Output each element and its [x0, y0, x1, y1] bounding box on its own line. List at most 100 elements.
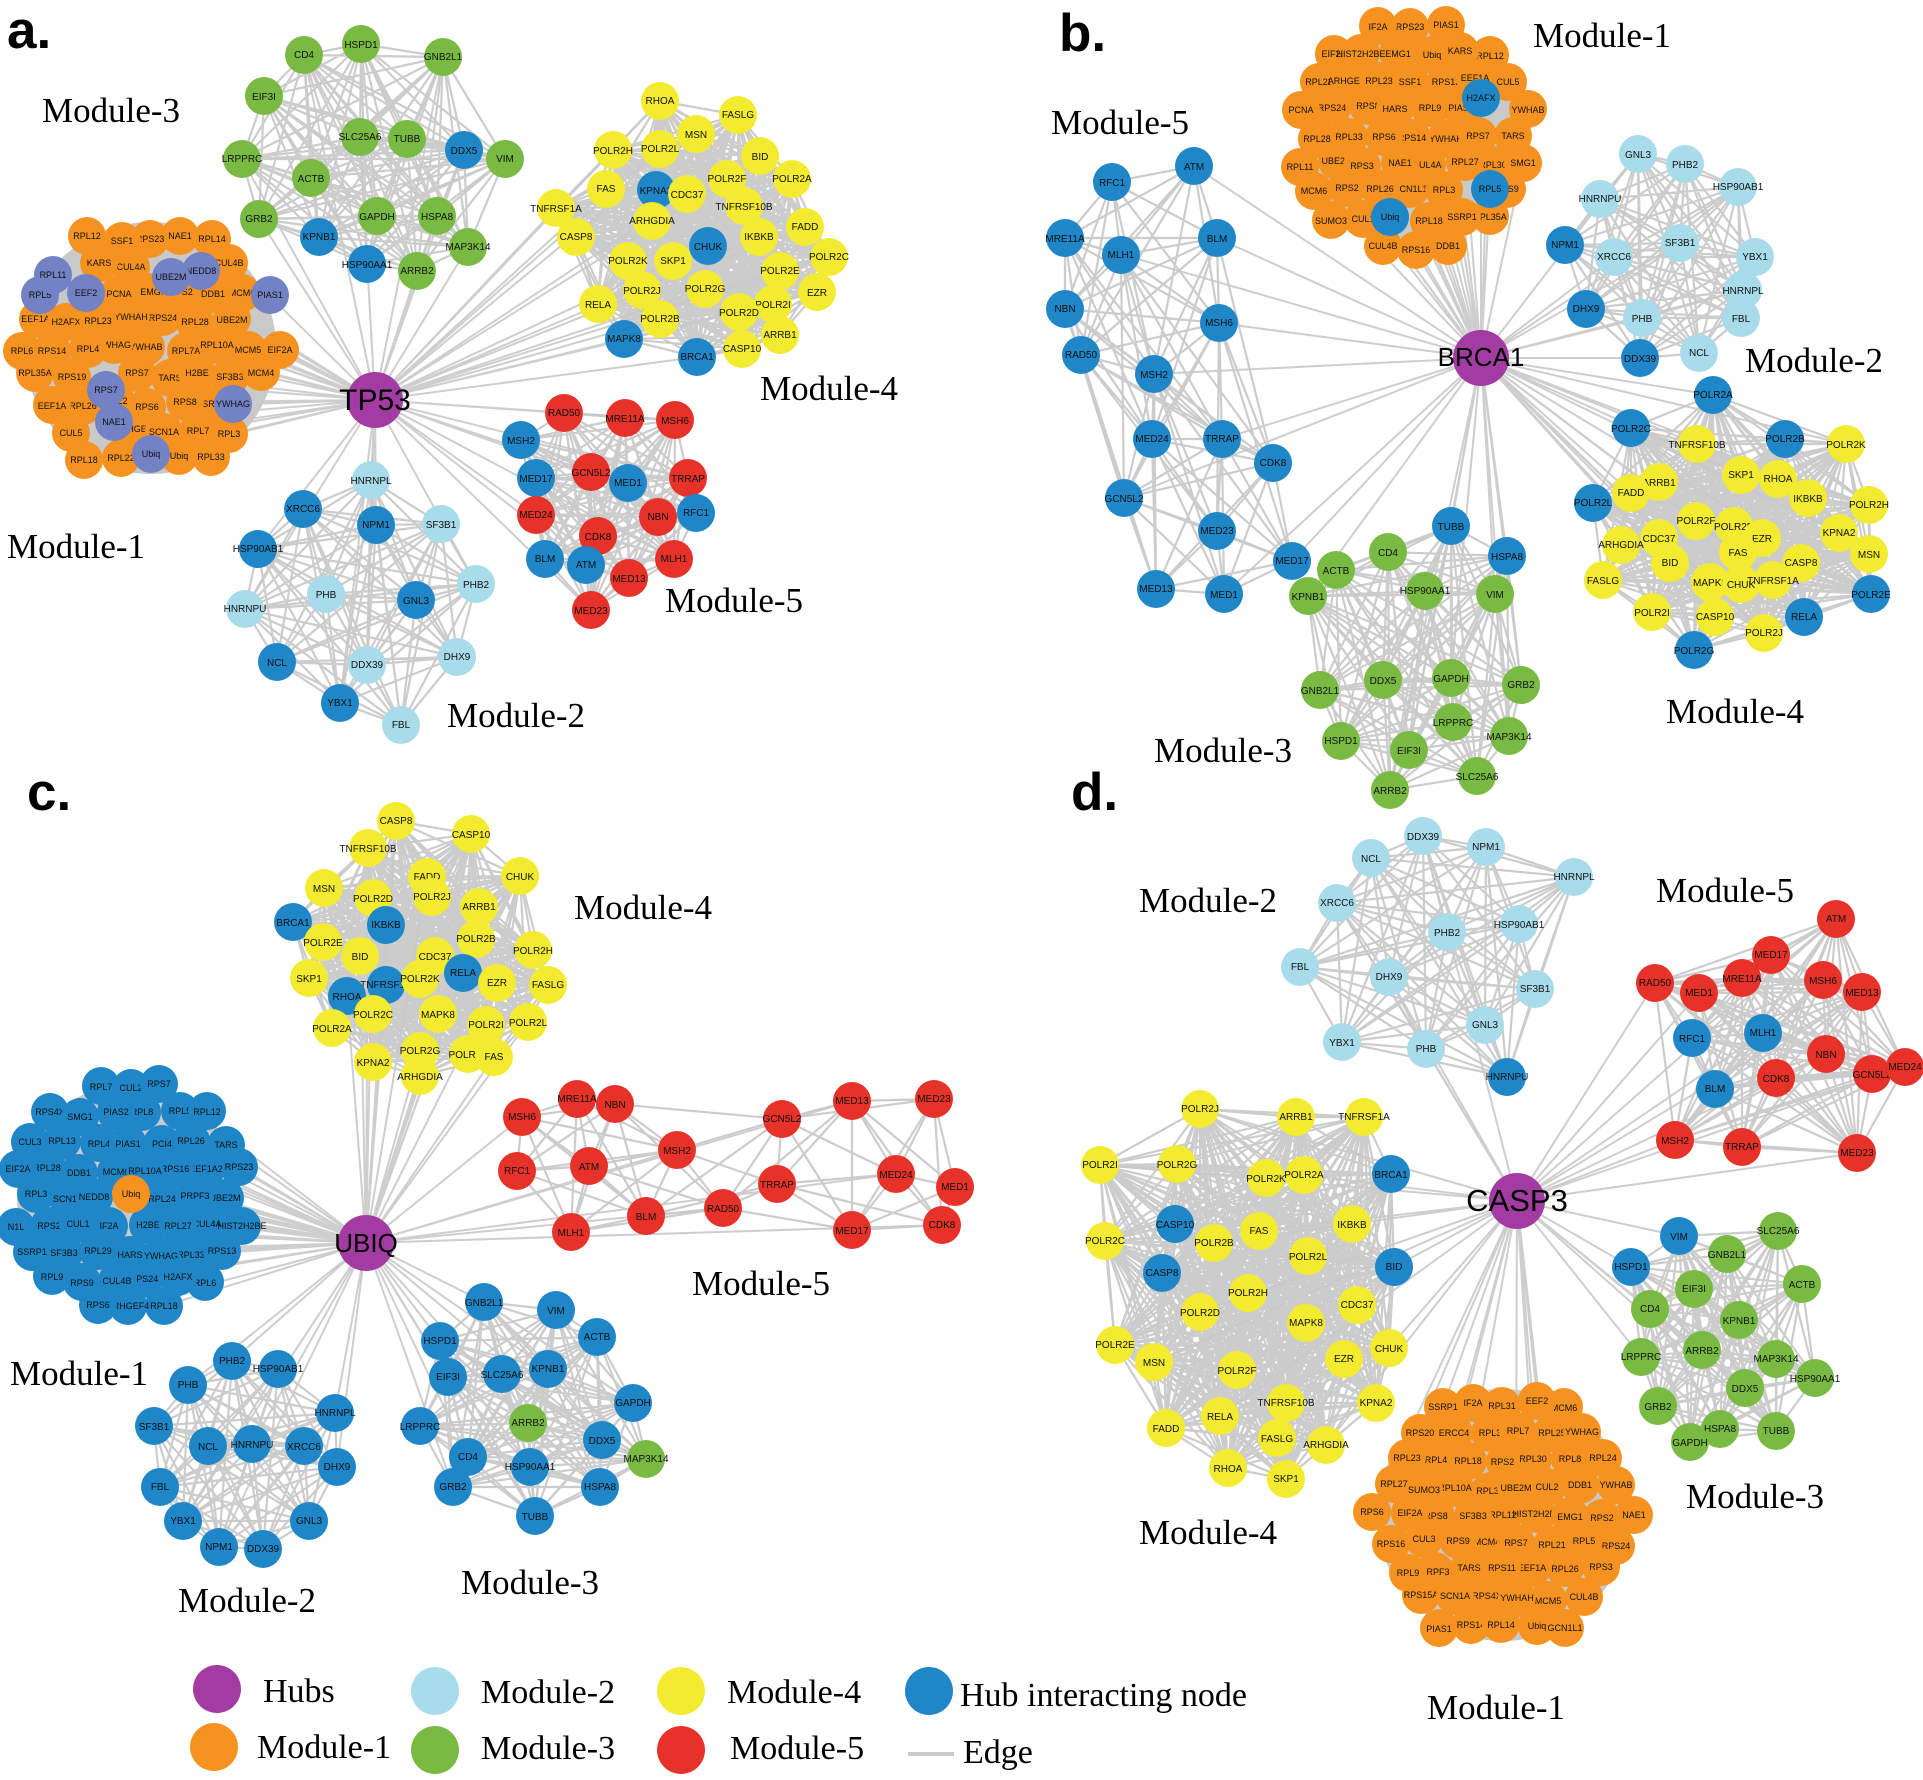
- svg-text:PCNA: PCNA: [106, 289, 131, 299]
- svg-text:MED13: MED13: [835, 1096, 869, 1107]
- svg-text:NAE1: NAE1: [168, 231, 192, 241]
- svg-text:PIAS1: PIAS1: [1433, 20, 1459, 30]
- svg-text:RPL5: RPL5: [29, 290, 52, 300]
- svg-text:YWHAB: YWHAB: [1599, 1480, 1632, 1490]
- svg-text:POLR2B: POLR2B: [456, 934, 496, 945]
- svg-text:GAPDH: GAPDH: [1672, 1438, 1708, 1449]
- svg-text:BLM: BLM: [1207, 234, 1228, 245]
- svg-text:RPL4: RPL4: [88, 1139, 111, 1149]
- svg-text:CUL4B: CUL4B: [214, 258, 243, 268]
- svg-text:EEF2: EEF2: [1526, 1396, 1549, 1406]
- svg-text:UBE2M: UBE2M: [1500, 1483, 1531, 1493]
- svg-text:CASP10: CASP10: [1696, 612, 1735, 623]
- svg-text:MED24: MED24: [519, 510, 553, 521]
- svg-text:RPS8: RPS8: [1356, 101, 1380, 111]
- svg-text:BID: BID: [752, 152, 769, 163]
- svg-text:POLR2J: POLR2J: [1745, 628, 1783, 639]
- svg-text:MSN: MSN: [313, 884, 335, 895]
- svg-text:CDC37: CDC37: [1643, 534, 1676, 545]
- svg-text:CDC37: CDC37: [419, 952, 452, 963]
- svg-text:POLR2G: POLR2G: [1157, 1160, 1198, 1171]
- svg-text:a.: a.: [7, 1, 51, 60]
- svg-text:DHX9: DHX9: [444, 652, 471, 663]
- svg-text:SF3B1: SF3B1: [1665, 238, 1696, 249]
- svg-text:DDB1: DDB1: [1436, 241, 1460, 251]
- svg-text:POLR2F: POLR2F: [1677, 516, 1716, 527]
- svg-text:EMG1: EMG1: [140, 287, 166, 297]
- svg-text:NAE1: NAE1: [1622, 1510, 1646, 1520]
- svg-text:POLR2A: POLR2A: [312, 1024, 352, 1035]
- svg-text:MCM6: MCM6: [229, 288, 256, 298]
- svg-text:FAS: FAS: [597, 184, 616, 195]
- svg-text:NCL: NCL: [267, 658, 287, 669]
- svg-text:RPS3: RPS3: [1589, 1562, 1613, 1572]
- svg-text:d.: d.: [1071, 763, 1118, 822]
- svg-text:DDX5: DDX5: [589, 1436, 616, 1447]
- svg-text:GNL3: GNL3: [1625, 150, 1652, 161]
- svg-text:MCM4: MCM4: [248, 368, 275, 378]
- svg-text:RPS14: RPS14: [1457, 1620, 1486, 1630]
- svg-text:RPS24: RPS24: [130, 1274, 159, 1284]
- svg-text:TRRAP: TRRAP: [760, 1180, 794, 1191]
- svg-text:RPL10A: RPL10A: [1438, 1483, 1472, 1493]
- svg-text:TNFRSF10B: TNFRSF10B: [715, 202, 773, 213]
- svg-text:CASP8: CASP8: [1146, 1268, 1179, 1279]
- svg-text:RPL33: RPL33: [1335, 132, 1363, 142]
- svg-text:YBX1: YBX1: [1329, 1038, 1355, 1049]
- svg-text:Hubs: Hubs: [263, 1673, 335, 1710]
- svg-text:CASP3: CASP3: [1466, 1183, 1568, 1218]
- svg-text:CUL4B: CUL4B: [102, 1276, 131, 1286]
- svg-text:UBIQ: UBIQ: [334, 1228, 398, 1258]
- svg-text:MAPK8: MAPK8: [1693, 578, 1727, 589]
- svg-text:Ubiq: Ubiq: [1381, 212, 1400, 222]
- svg-text:DDX39: DDX39: [1624, 354, 1657, 365]
- svg-text:MAP3K14: MAP3K14: [1486, 732, 1531, 743]
- svg-text:MED1: MED1: [941, 1182, 969, 1193]
- svg-text:UBE2M: UBE2M: [216, 315, 247, 325]
- svg-text:SF3B3: SF3B3: [1459, 1511, 1487, 1521]
- svg-text:Module-1: Module-1: [257, 1729, 391, 1766]
- svg-text:HSP90AB1: HSP90AB1: [233, 544, 284, 555]
- svg-text:POLR2J: POLR2J: [413, 892, 451, 903]
- svg-text:BRCA1: BRCA1: [276, 918, 310, 929]
- svg-text:DDB1: DDB1: [201, 289, 225, 299]
- svg-text:RHOA: RHOA: [333, 992, 362, 1003]
- svg-text:CUL4A: CUL4A: [1412, 160, 1441, 170]
- svg-text:IF2A: IF2A: [99, 1221, 118, 1231]
- svg-text:XRCC6: XRCC6: [287, 1442, 321, 1453]
- svg-text:GRB2: GRB2: [245, 214, 273, 225]
- svg-text:HNRNPL: HNRNPL: [1722, 286, 1764, 297]
- svg-text:RPL7: RPL7: [90, 1082, 113, 1092]
- svg-text:RFC1: RFC1: [504, 1166, 531, 1177]
- svg-text:POLR2C: POLR2C: [1611, 424, 1651, 435]
- svg-text:RPS16: RPS16: [161, 1164, 190, 1174]
- svg-text:MED24: MED24: [879, 1170, 913, 1181]
- svg-text:RPL27: RPL27: [164, 1221, 192, 1231]
- svg-text:MSN: MSN: [685, 130, 707, 141]
- svg-text:POLR2I: POLR2I: [1634, 608, 1670, 619]
- svg-text:HNRNPL: HNRNPL: [1553, 872, 1595, 883]
- svg-text:CDK8: CDK8: [929, 1220, 956, 1231]
- svg-text:RPS14: RPS14: [1398, 133, 1427, 143]
- svg-text:TRRAP: TRRAP: [1725, 1142, 1759, 1153]
- svg-text:N1L: N1L: [8, 1222, 25, 1232]
- svg-text:IKBKB: IKBKB: [371, 920, 401, 931]
- svg-text:RPL11: RPL11: [40, 270, 67, 280]
- svg-text:UBE2M: UBE2M: [209, 1193, 240, 1203]
- svg-text:KPNA2: KPNA2: [1823, 528, 1856, 539]
- svg-text:FASLG: FASLG: [1587, 576, 1619, 587]
- svg-text:PIAS2: PIAS2: [1448, 103, 1474, 113]
- svg-text:CDC37: CDC37: [1341, 1300, 1374, 1311]
- svg-text:RPL8: RPL8: [1559, 1454, 1582, 1464]
- svg-text:YWHAB: YWHAB: [1511, 105, 1544, 115]
- svg-text:PCNA: PCNA: [1288, 105, 1313, 115]
- svg-text:KPNB1: KPNB1: [303, 232, 336, 243]
- svg-text:EIF3I: EIF3I: [1682, 1284, 1706, 1295]
- svg-text:CUL2: CUL2: [1535, 1482, 1558, 1492]
- svg-text:SSF1: SSF1: [111, 236, 134, 246]
- svg-text:EEF1A2: EEF1A2: [21, 314, 55, 324]
- svg-text:ARHGEF4: ARHGEF4: [107, 1301, 150, 1311]
- svg-text:POLR2I: POLR2I: [755, 300, 791, 311]
- svg-text:POLR2L: POLR2L: [509, 1018, 548, 1029]
- svg-text:RPL6: RPL6: [194, 1278, 217, 1288]
